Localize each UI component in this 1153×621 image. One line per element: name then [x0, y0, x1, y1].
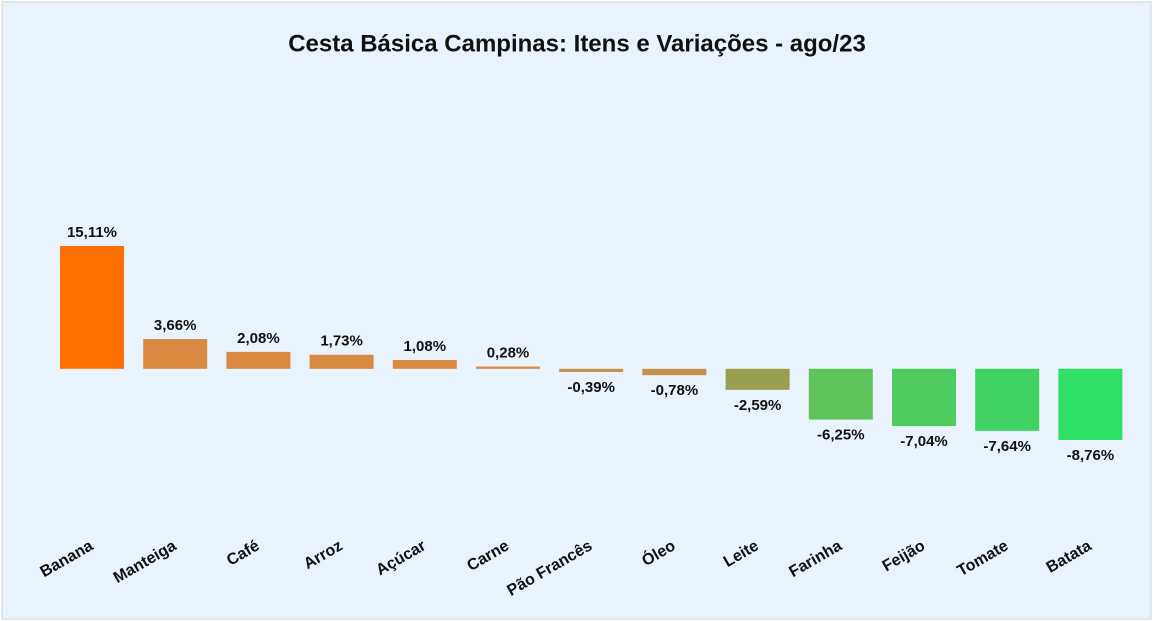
bar: [226, 351, 291, 369]
bar: [309, 354, 374, 369]
value-label: 1,73%: [320, 333, 363, 350]
bar: [60, 246, 124, 369]
chart-title: Cesta Básica Campinas: Itens e Variações…: [288, 30, 866, 57]
value-label: 0,28%: [487, 344, 530, 361]
value-label: 3,66%: [154, 317, 197, 334]
value-label: 2,08%: [237, 330, 280, 347]
value-label: -0,39%: [567, 379, 615, 396]
bar: [476, 366, 540, 369]
bar: [559, 368, 624, 372]
bar: [143, 339, 208, 369]
value-label: 15,11%: [67, 224, 117, 241]
bar: [392, 360, 457, 369]
bar: [808, 368, 873, 420]
value-label: -8,76%: [1067, 447, 1115, 464]
value-label: -7,04%: [900, 433, 948, 450]
value-label: -0,78%: [651, 382, 699, 399]
bar: [642, 368, 707, 376]
bar: [725, 368, 790, 390]
bar: [1058, 368, 1123, 440]
bar: [892, 368, 956, 427]
value-label: -6,25%: [817, 427, 865, 444]
value-label: -2,59%: [734, 397, 782, 414]
value-label: 1,08%: [404, 338, 447, 355]
bar: [975, 368, 1040, 431]
value-label: -7,64%: [983, 438, 1031, 455]
